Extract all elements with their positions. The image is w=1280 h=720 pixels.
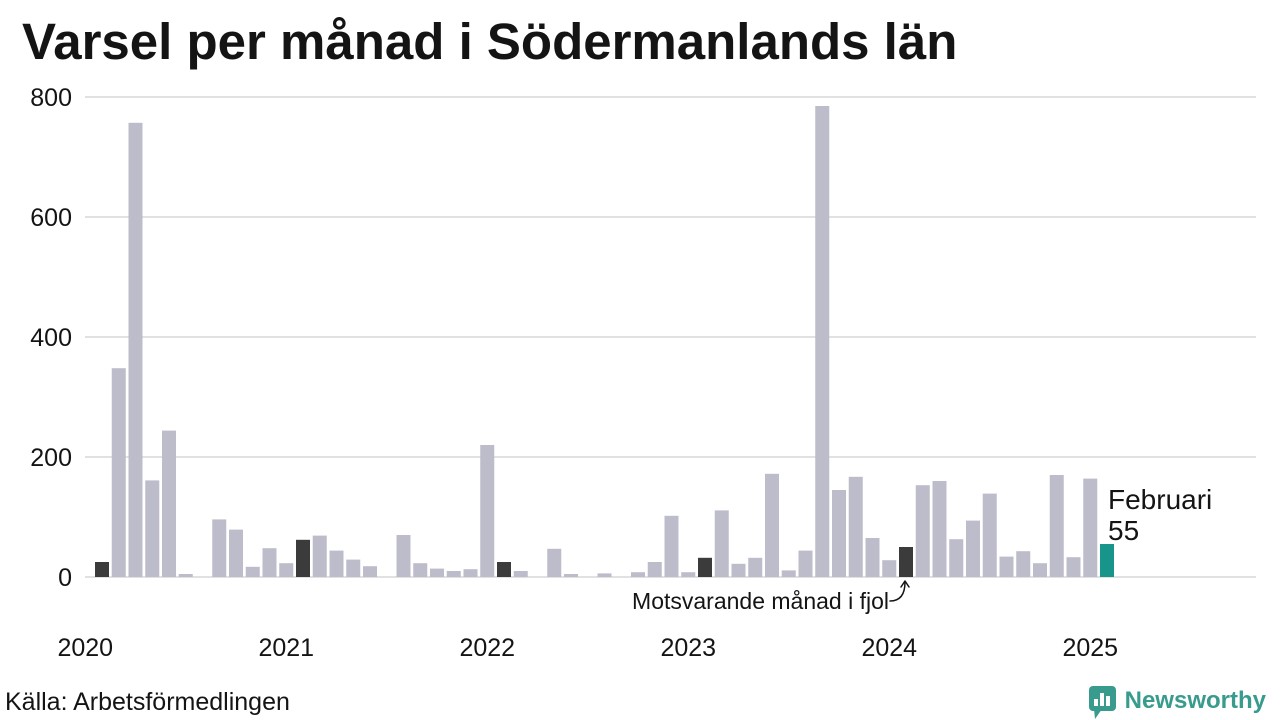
bar-2020-04	[129, 123, 143, 577]
bar-2020-05	[145, 480, 159, 577]
y-tick-label-0: 0	[58, 564, 72, 592]
bar-2020-06	[162, 431, 176, 577]
bar-2020-07	[179, 574, 193, 577]
bar-2022-03	[514, 571, 528, 577]
previous-year-label: Motsvarande månad i fjol	[632, 588, 889, 614]
bar-2024-01	[882, 560, 896, 577]
bar-2024-06	[966, 521, 980, 577]
bar-2021-10	[430, 569, 444, 577]
bar-2024-05	[949, 539, 963, 577]
bar-2025-02	[1100, 544, 1114, 577]
bar-2021-09	[413, 563, 427, 577]
bar-2023-04	[732, 564, 746, 577]
x-tick-label-2022: 2022	[459, 634, 515, 662]
newsworthy-logo-text: Newsworthy	[1125, 687, 1267, 714]
newsworthy-logo: Newsworthy	[1089, 686, 1267, 719]
bar-2021-11	[447, 571, 461, 577]
bar-2024-09	[1016, 551, 1030, 577]
bar-2024-11	[1050, 475, 1064, 577]
bar-2021-02	[296, 540, 310, 577]
bar-2024-10	[1033, 563, 1047, 577]
logo-icon-bar	[1094, 699, 1098, 706]
bar-2024-02	[899, 547, 913, 577]
bar-2022-06	[564, 574, 578, 577]
x-tick-label-2021: 2021	[258, 634, 314, 662]
bar-2023-03	[715, 510, 729, 577]
bar-2024-03	[916, 485, 930, 577]
current-month-label: Februari	[1108, 484, 1212, 515]
x-tick-label-2023: 2023	[660, 634, 716, 662]
bar-2025-01	[1083, 479, 1097, 577]
bar-2022-10	[631, 572, 645, 577]
bar-2021-06	[363, 566, 377, 577]
bar-2024-07	[983, 494, 997, 577]
bar-2021-08	[397, 535, 411, 577]
x-tick-label-2020: 2020	[57, 634, 113, 662]
y-axis-tick-labels: 0 200 400 600 800	[30, 84, 72, 592]
bar-2021-04	[330, 551, 344, 577]
y-tick-label-400: 400	[30, 324, 72, 352]
chart: Varsel per månad i Södermanlands län 0 20…	[0, 0, 1280, 720]
logo-icon-bar	[1100, 693, 1104, 706]
bar-2023-10	[832, 490, 846, 577]
bar-2022-05	[547, 549, 561, 577]
logo-icon-bar	[1106, 696, 1110, 706]
bar-2023-08	[799, 551, 813, 577]
newsworthy-logo-icon	[1089, 686, 1116, 719]
bar-2022-01	[480, 445, 494, 577]
y-tick-label-800: 800	[30, 84, 72, 112]
bar-2021-12	[464, 569, 478, 577]
bar-2024-04	[933, 481, 947, 577]
bar-2022-08	[598, 573, 612, 577]
bar-2020-02	[95, 562, 109, 577]
bar-2023-06	[765, 474, 779, 577]
bar-2023-09	[815, 106, 829, 577]
bar-2024-12	[1067, 557, 1081, 577]
bar-2022-02	[497, 562, 511, 577]
bars	[95, 106, 1114, 577]
bar-2020-10	[229, 530, 243, 577]
y-tick-label-200: 200	[30, 444, 72, 472]
x-tick-label-2024: 2024	[861, 634, 917, 662]
gridlines	[85, 97, 1256, 577]
bar-2023-01	[681, 572, 695, 577]
x-axis-tick-labels: 2020 2021 2022 2023 2024 2025	[57, 634, 1118, 662]
x-tick-label-2025: 2025	[1062, 634, 1118, 662]
y-tick-label-600: 600	[30, 204, 72, 232]
source-note: Källa: Arbetsförmedlingen	[5, 688, 290, 716]
logo-icon-tail	[1094, 709, 1102, 719]
current-value-label: 55	[1108, 515, 1139, 546]
bar-2021-05	[346, 560, 360, 577]
bar-2023-05	[748, 558, 762, 577]
bar-2023-12	[866, 538, 880, 577]
bar-2022-12	[665, 516, 679, 577]
bar-2023-02	[698, 558, 712, 577]
bar-2023-11	[849, 477, 863, 577]
bar-2020-12	[263, 548, 277, 577]
bar-2021-03	[313, 536, 327, 577]
bar-2021-01	[279, 563, 293, 577]
bar-2022-11	[648, 562, 662, 577]
bar-2020-09	[212, 519, 226, 577]
bar-2020-03	[112, 368, 126, 577]
bar-2020-11	[246, 567, 260, 577]
bar-2023-07	[782, 570, 796, 577]
bar-2024-08	[1000, 557, 1014, 577]
chart-title: Varsel per månad i Södermanlands län	[22, 13, 957, 70]
